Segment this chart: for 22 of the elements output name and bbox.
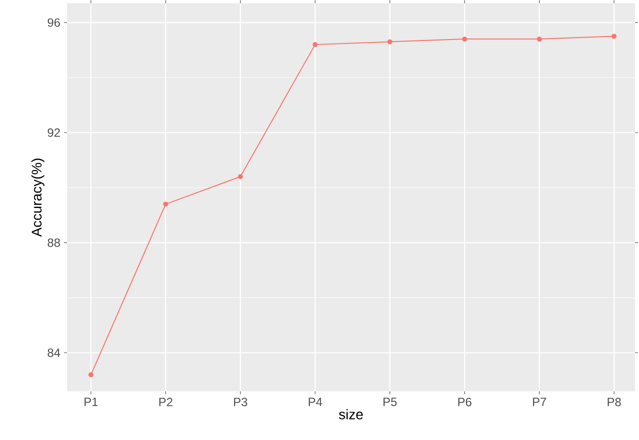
- y-tick-label: 84: [48, 348, 60, 357]
- y-tick-label: 96: [48, 18, 60, 27]
- x-tick-label: P5: [384, 398, 397, 406]
- point: [163, 202, 168, 207]
- x-tick-label: P7: [533, 398, 546, 406]
- x-tick-label: P8: [608, 398, 621, 406]
- point: [312, 42, 318, 47]
- point: [612, 34, 617, 39]
- x-tick-label: P2: [159, 398, 172, 406]
- y-tick-label: 92: [48, 128, 60, 137]
- x-tick-label: P4: [308, 398, 322, 406]
- x-tick-label: P1: [84, 398, 98, 406]
- point: [88, 372, 94, 378]
- point: [462, 36, 468, 42]
- x-axis-title: size: [338, 408, 363, 420]
- x-tick-label: P6: [458, 398, 472, 406]
- point: [387, 39, 392, 44]
- y-axis-title: Accuracy(%): [31, 158, 44, 237]
- y-tick-label: 88: [48, 238, 60, 247]
- point: [238, 174, 243, 179]
- x-tick-label: P3: [234, 398, 248, 406]
- point: [536, 36, 542, 42]
